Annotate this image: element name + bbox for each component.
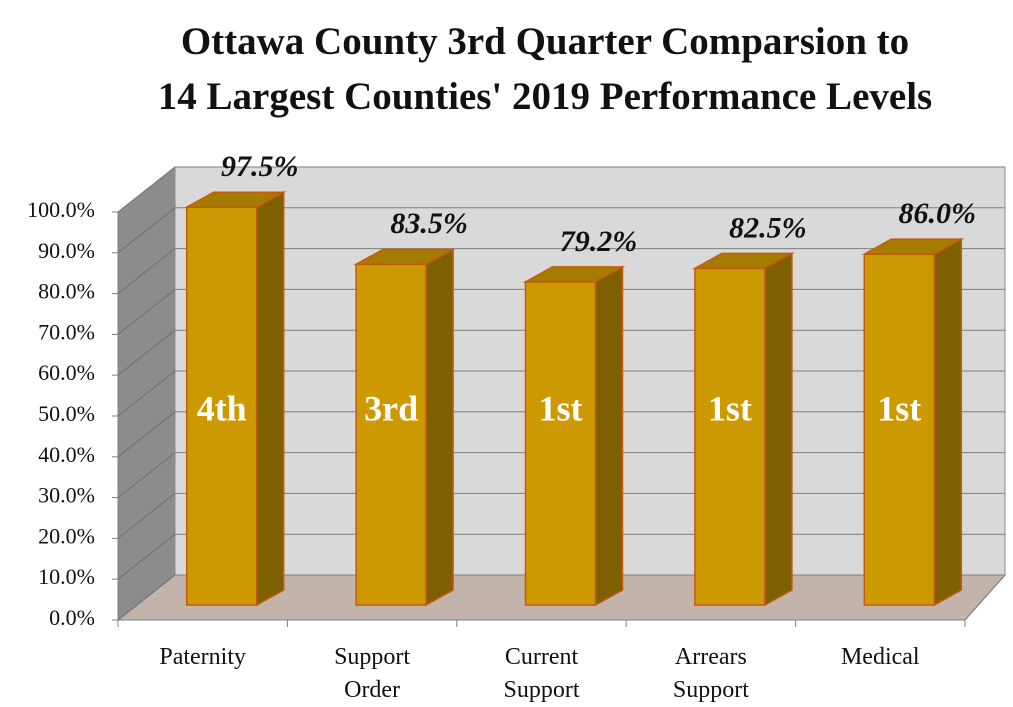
grid-line bbox=[117, 452, 176, 498]
x-tick-label: Arrears Support bbox=[672, 644, 749, 703]
bar-top bbox=[353, 248, 456, 266]
bar-side bbox=[425, 248, 454, 607]
y-tick-label: 20.0% bbox=[38, 523, 95, 548]
grid-line bbox=[117, 411, 176, 458]
data-label: 86.0% bbox=[899, 197, 977, 230]
y-tick-label: 40.0% bbox=[38, 442, 95, 467]
rank-label: 1st bbox=[539, 388, 583, 428]
bar-front bbox=[355, 263, 427, 606]
y-tick-label: 10.0% bbox=[38, 564, 95, 589]
bar-top bbox=[183, 191, 287, 208]
data-label: 97.5% bbox=[221, 150, 299, 183]
bar-top bbox=[692, 252, 795, 270]
bar-top bbox=[861, 238, 965, 255]
grid-line bbox=[117, 329, 176, 376]
x-tick-label: Support Order bbox=[334, 644, 411, 703]
x-axis-edge bbox=[964, 574, 1006, 621]
grid-line bbox=[117, 248, 176, 294]
grid-line bbox=[117, 289, 176, 335]
rank-label: 4th bbox=[197, 388, 247, 428]
grid-line bbox=[117, 207, 176, 254]
bar-front bbox=[863, 253, 936, 606]
bar-side bbox=[255, 190, 285, 607]
grid-line bbox=[117, 533, 176, 580]
y-tick-label: 0.0% bbox=[49, 605, 95, 630]
y-tick-label: 60.0% bbox=[38, 360, 95, 385]
chart-title: Ottawa County 3rd Quarter Comparsion to … bbox=[157, 20, 933, 118]
grid-line bbox=[117, 370, 176, 417]
grid-line bbox=[117, 166, 176, 213]
bar-front bbox=[185, 206, 258, 606]
rank-label: 1st bbox=[877, 388, 921, 428]
rank-label: 1st bbox=[708, 388, 752, 428]
data-label: 83.5% bbox=[390, 207, 468, 240]
y-tick-label: 90.0% bbox=[38, 238, 95, 263]
x-tick-label: Current Support bbox=[503, 644, 580, 703]
grid-line bbox=[117, 574, 176, 621]
data-label: 79.2% bbox=[560, 225, 638, 258]
bar-side bbox=[933, 237, 963, 607]
bar-side bbox=[594, 265, 624, 607]
bar-side bbox=[764, 252, 793, 607]
bar-front bbox=[694, 267, 766, 606]
data-label: 82.5% bbox=[729, 211, 807, 244]
bar-front bbox=[524, 281, 597, 606]
bar-top bbox=[522, 266, 626, 283]
y-tick-label: 100.0% bbox=[27, 197, 95, 222]
grid-line bbox=[117, 493, 176, 539]
y-tick-label: 30.0% bbox=[38, 483, 95, 508]
rank-label: 3rd bbox=[364, 388, 418, 428]
y-tick-label: 70.0% bbox=[38, 319, 95, 344]
y-tick-label: 80.0% bbox=[38, 279, 95, 304]
x-tick-label: Paternity bbox=[159, 644, 247, 670]
x-tick-label: Medical bbox=[840, 644, 920, 670]
y-tick-label: 50.0% bbox=[38, 401, 95, 426]
